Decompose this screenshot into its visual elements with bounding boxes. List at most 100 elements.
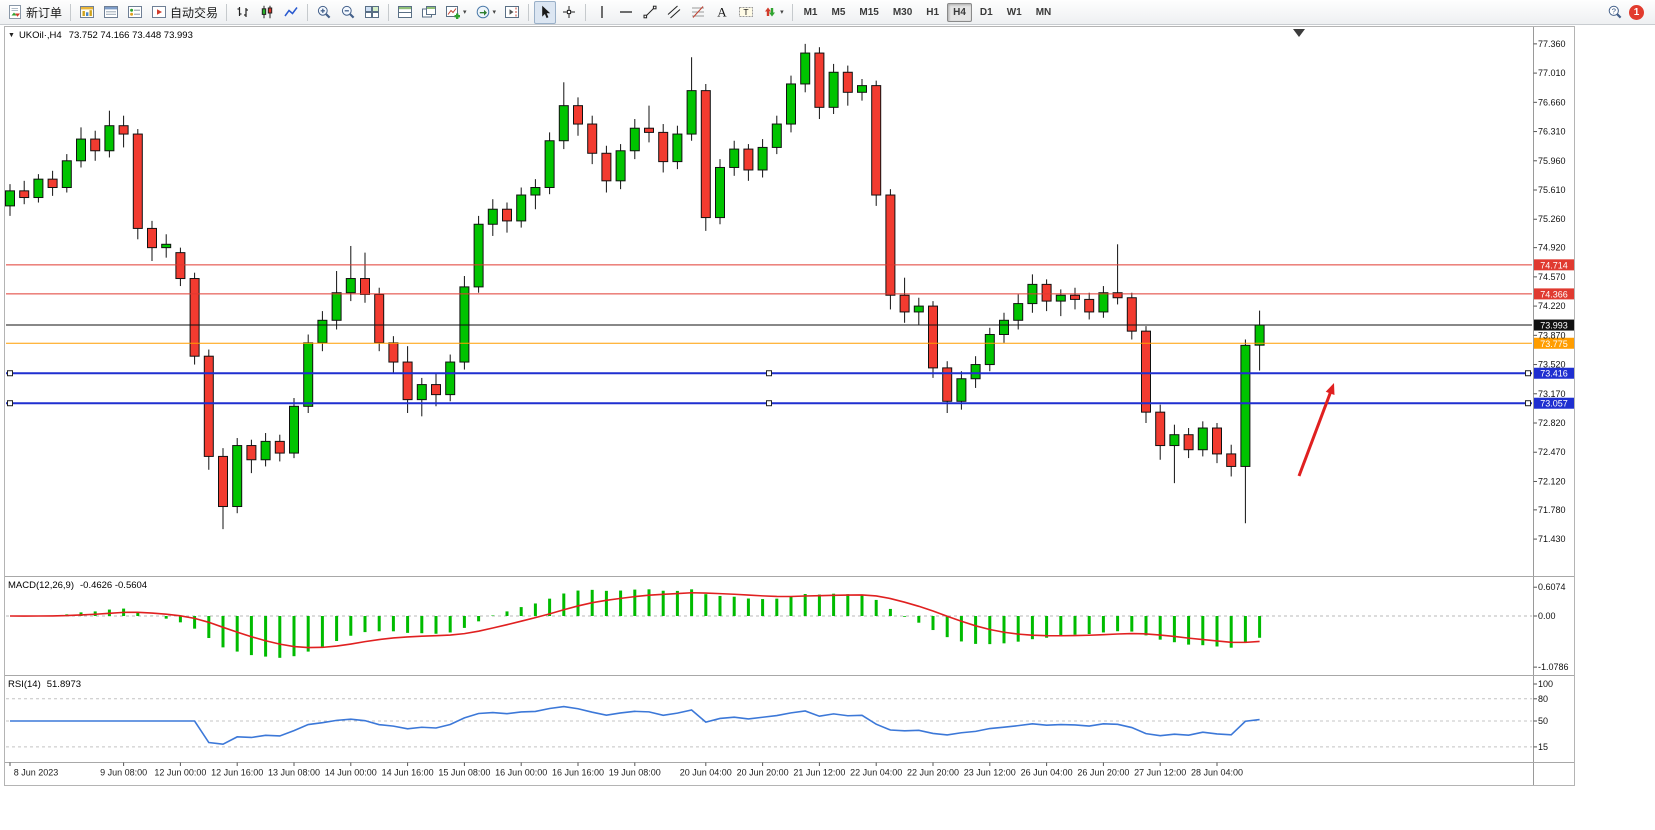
candle xyxy=(885,189,896,310)
horizontal-line-button[interactable] xyxy=(615,1,637,24)
label-icon: T xyxy=(738,4,754,20)
trendline-button[interactable] xyxy=(639,1,661,24)
candle xyxy=(658,124,669,173)
time-axis-label: 14 Jun 16:00 xyxy=(382,768,434,778)
tile-windows-button[interactable] xyxy=(361,1,383,24)
timeframe-m1[interactable]: M1 xyxy=(803,6,818,18)
equidistant-channel-button[interactable] xyxy=(663,1,685,24)
candle xyxy=(61,154,72,193)
zoom-out-button[interactable] xyxy=(337,1,359,24)
data-window-button[interactable] xyxy=(100,1,122,24)
dropdown-caret-icon: ▾ xyxy=(463,9,467,16)
chart-shift-button[interactable] xyxy=(501,1,523,24)
line-handle[interactable] xyxy=(766,400,772,407)
candle xyxy=(1240,339,1251,524)
tile-windows-icon xyxy=(364,4,380,20)
price-line-label: 73.775 xyxy=(1540,339,1568,349)
chart-shift-marker[interactable] xyxy=(1293,29,1305,37)
toolbar: 新订单 自动交易 ▾ ▾ A T ▾ M1 M5 M15 M30 H1 H4 D1 W1 MN? 1 xyxy=(0,0,1655,25)
arrows-icon xyxy=(762,4,778,20)
candle xyxy=(189,272,200,365)
price-axis-label: 77.360 xyxy=(1538,39,1566,49)
zoom-in-button[interactable] xyxy=(313,1,335,24)
line-handle[interactable] xyxy=(1525,370,1531,377)
text-button[interactable]: A xyxy=(711,1,733,24)
rsi-axis-label: 80 xyxy=(1538,694,1548,704)
help-search-icon[interactable]: ? xyxy=(1607,4,1623,20)
fibonacci-button[interactable] xyxy=(687,1,709,24)
hline-74-714[interactable]: 74.714 xyxy=(6,259,1574,271)
time-axis-label: 16 Jun 16:00 xyxy=(552,768,604,778)
candle xyxy=(232,438,243,514)
crosshair-button[interactable] xyxy=(558,1,580,24)
line-handle[interactable] xyxy=(7,400,13,407)
vertical-line-button[interactable] xyxy=(591,1,613,24)
candle xyxy=(871,80,882,206)
timeframe-h1[interactable]: H1 xyxy=(926,6,940,18)
candle xyxy=(76,127,86,168)
cursor-button[interactable] xyxy=(534,0,557,24)
line-handle[interactable] xyxy=(1525,400,1531,407)
arrange-windows-icon xyxy=(397,4,413,20)
auto-trading-button[interactable]: 自动交易 xyxy=(148,1,221,24)
price-line-label-box xyxy=(1534,397,1574,409)
price-axis-label: 72.820 xyxy=(1538,418,1566,428)
rsi-axis-label: 100 xyxy=(1538,679,1553,689)
timeframe-w1[interactable]: W1 xyxy=(1006,6,1022,18)
candle xyxy=(33,174,44,203)
macd-values: -0.4626 -0.5604 xyxy=(80,580,148,591)
candle xyxy=(800,43,811,93)
toolbar-separator xyxy=(70,3,72,21)
hline-73-416[interactable]: 73.416 xyxy=(6,367,1574,379)
hline-73-775[interactable]: 73.775 xyxy=(6,337,1574,349)
channel-icon xyxy=(666,4,682,20)
timeframe-mn[interactable]: MN xyxy=(1035,6,1052,18)
hline-73-057[interactable]: 73.057 xyxy=(6,397,1574,409)
arrange-windows-button[interactable] xyxy=(394,1,416,24)
candle xyxy=(842,65,853,106)
auto-scroll-button[interactable]: ▾ xyxy=(472,1,500,24)
candle xyxy=(700,83,711,231)
market-watch-button[interactable] xyxy=(76,1,98,24)
timeframe-m30[interactable]: M30 xyxy=(892,6,913,18)
candle xyxy=(828,63,839,115)
chart-collapse-icon[interactable]: ▼ xyxy=(8,32,15,39)
candle-chart-button[interactable] xyxy=(256,1,278,24)
arrows-button[interactable]: ▾ xyxy=(759,1,787,24)
new-order-button[interactable]: 新订单 xyxy=(4,1,65,24)
price-axis-label: 75.960 xyxy=(1538,156,1566,166)
price-axis-label: 71.430 xyxy=(1538,534,1566,544)
hline-74-366[interactable]: 74.366 xyxy=(6,288,1574,300)
line-handle[interactable] xyxy=(7,370,13,377)
rsi-line xyxy=(10,705,1260,746)
candle xyxy=(1183,428,1194,459)
candle xyxy=(558,82,569,150)
price-line-label-box xyxy=(1534,367,1574,379)
candle xyxy=(1155,404,1166,460)
hline-73-993[interactable]: 73.993 xyxy=(6,319,1574,331)
candle xyxy=(289,397,299,459)
timeframe-d1[interactable]: D1 xyxy=(979,6,993,18)
time-axis-label: 20 Jun 20:00 xyxy=(737,768,789,778)
notification-badge[interactable]: 1 xyxy=(1629,4,1644,20)
price-axis-label: 74.570 xyxy=(1538,272,1566,282)
auto-scroll-icon xyxy=(475,4,491,20)
timeframe-m15[interactable]: M15 xyxy=(859,6,879,18)
timeframe-m5[interactable]: M5 xyxy=(831,6,846,18)
time-axis-label: 21 Jun 12:00 xyxy=(793,768,845,778)
dropdown-caret-icon: ▾ xyxy=(780,9,784,16)
new-chart-button[interactable]: ▾ xyxy=(442,1,470,24)
rsi-value: 51.8973 xyxy=(46,679,82,690)
navigator-button[interactable] xyxy=(124,1,146,24)
bar-chart-button[interactable] xyxy=(232,1,254,24)
arrow-annotation[interactable] xyxy=(1297,383,1335,477)
text-label-button[interactable]: T xyxy=(735,1,757,24)
cascade-windows-button[interactable] xyxy=(418,1,440,24)
line-handle[interactable] xyxy=(766,370,772,377)
time-axis-label: 27 Jun 12:00 xyxy=(1134,768,1186,778)
zoom-in-icon xyxy=(316,4,332,20)
timeframe-h4[interactable]: H4 xyxy=(947,2,972,22)
line-chart-button[interactable] xyxy=(280,1,302,24)
candle xyxy=(218,448,228,530)
